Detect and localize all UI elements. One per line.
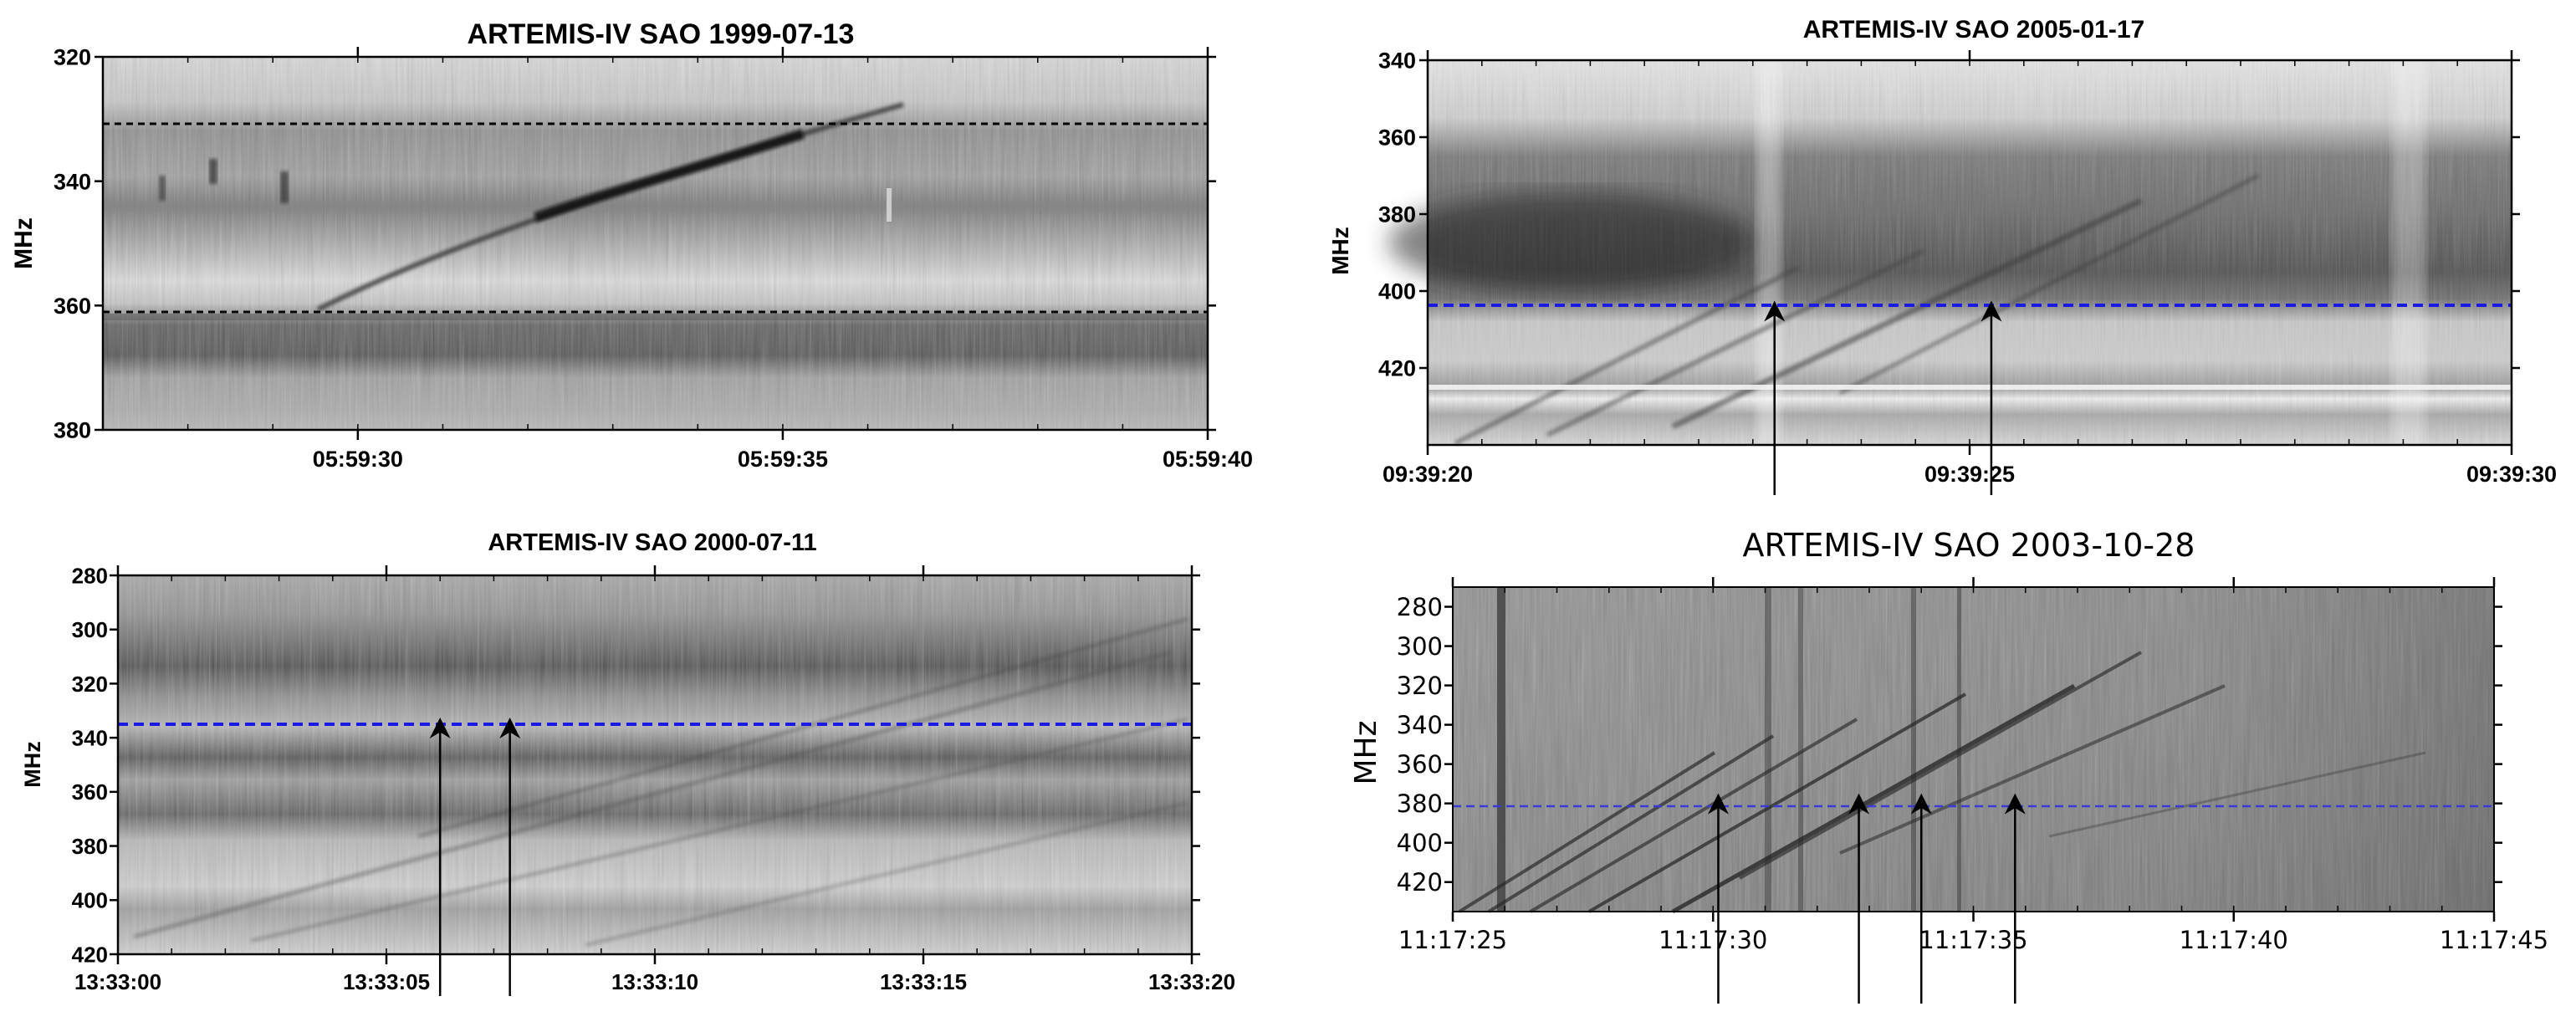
y-tick-label: 360 — [54, 294, 91, 319]
y-tick-label: 340 — [1397, 711, 1443, 739]
x-tick-label: 11:17:25 — [1398, 926, 1507, 954]
panel-1-y-axis: 320 340 360 380 — [54, 45, 1216, 443]
panel-3-spectrogram — [118, 575, 1192, 954]
x-tick-label: 11:17:35 — [1919, 926, 2027, 954]
y-tick-label: 340 — [72, 726, 108, 751]
y-tick-label: 400 — [1378, 279, 1416, 304]
y-tick-label: 380 — [72, 834, 108, 859]
panel-1: ARTEMIS-IV SAO 1999-07-13 320 340 360 380 0… — [10, 18, 1253, 472]
y-tick-label: 380 — [1378, 202, 1416, 227]
y-tick-label: 380 — [54, 418, 91, 443]
y-tick-label: 380 — [1397, 789, 1443, 818]
y-tick-label: 300 — [72, 617, 108, 642]
y-tick-label: 360 — [1397, 750, 1443, 779]
x-tick-label: 09:39:25 — [1924, 462, 2015, 487]
panel-4-ylabel: MHz — [1349, 720, 1383, 784]
y-tick-label: 340 — [54, 169, 91, 194]
y-tick-label: 320 — [54, 45, 91, 70]
y-tick-label: 420 — [1397, 868, 1443, 897]
y-tick-label: 420 — [1378, 356, 1416, 381]
y-tick-label: 360 — [72, 779, 108, 805]
x-tick-label: 13:33:05 — [343, 969, 430, 994]
panel-3-x-axis: 13:33:00 13:33:05 13:33:10 13:33:15 13:33:20 — [74, 565, 1235, 994]
y-tick-label: 280 — [1397, 593, 1443, 621]
panel-1-x-axis: 05:59:30 05:59:35 05:59:40 — [313, 47, 1253, 472]
panel-1-ylabel: MHz — [10, 217, 38, 269]
panel-4-y-axis: 280 300 320 340 360 380 400 420 — [1397, 593, 2502, 897]
panel-2-y-axis: 340 360 380 400 420 — [1378, 49, 2520, 381]
x-tick-label: 05:59:35 — [738, 447, 828, 472]
panel-2: ARTEMIS-IV SAO 2005-01-17 340 360 380 400 42… — [1327, 16, 2557, 495]
x-tick-label: 09:39:30 — [2466, 462, 2557, 487]
panel-2-x-axis: 09:39:20 09:39:25 09:39:30 — [1383, 50, 2557, 487]
panel-4: ARTEMIS-IV SAO 2003-10-28 280 300 320 340 36… — [1349, 527, 2548, 1004]
panel-2-arrows — [1764, 300, 2002, 495]
y-tick-label: 300 — [1397, 632, 1443, 661]
x-tick-label: 13:33:10 — [611, 969, 698, 994]
y-tick-label: 400 — [72, 888, 108, 913]
panel-2-ylabel: MHz — [1327, 227, 1353, 275]
y-tick-label: 400 — [1397, 829, 1443, 857]
panel-4-spectrogram — [1453, 587, 2494, 914]
x-tick-label: 13:33:15 — [880, 969, 967, 994]
panel-1-title: ARTEMIS-IV SAO 1999-07-13 — [468, 18, 855, 50]
panel-1-spectrogram — [103, 57, 1208, 430]
x-tick-label: 11:17:45 — [2440, 926, 2548, 954]
panel-3-title: ARTEMIS-IV SAO 2000-07-11 — [488, 529, 816, 556]
panel-4-x-axis: 11:17:25 11:17:30 11:17:35 11:17:40 11:17:45 — [1398, 577, 2548, 954]
x-tick-label: 13:33:00 — [74, 969, 161, 994]
panel-4-minor-ticks — [1452, 587, 2495, 912]
y-tick-label: 280 — [72, 563, 108, 588]
panel-1-frame — [101, 55, 1209, 432]
x-tick-label: 05:59:40 — [1163, 447, 1253, 472]
panel-3-ylabel: MHz — [20, 741, 45, 788]
x-tick-label: 11:17:40 — [2180, 926, 2288, 954]
y-tick-label: 320 — [72, 672, 108, 697]
panel-2-title: ARTEMIS-IV SAO 2005-01-17 — [1803, 16, 2144, 43]
panel-2-minor-ticks — [1427, 60, 2512, 445]
x-tick-label: 09:39:20 — [1383, 462, 1473, 487]
x-tick-label: 11:17:30 — [1659, 926, 1767, 954]
y-tick-label: 320 — [1397, 672, 1443, 700]
y-tick-label: 360 — [1378, 125, 1416, 151]
panel-2-spectrogram — [1388, 60, 2512, 446]
x-tick-label: 05:59:30 — [313, 447, 403, 472]
y-tick-label: 340 — [1378, 49, 1416, 74]
panel-4-title: ARTEMIS-IV SAO 2003-10-28 — [1743, 527, 2195, 564]
panel-3-minor-ticks — [117, 575, 1193, 954]
panel-4-arrows — [1707, 793, 2026, 1004]
x-tick-label: 13:33:20 — [1148, 969, 1235, 994]
panel-1-minor-ticks — [102, 57, 1209, 430]
panel-3-y-axis: 280 300 320 340 360 380 400 420 — [72, 563, 1200, 967]
y-tick-label: 420 — [72, 942, 108, 967]
panel-3: ARTEMIS-IV SAO 2000-07-11 280 300 320 340 36… — [20, 529, 1235, 996]
